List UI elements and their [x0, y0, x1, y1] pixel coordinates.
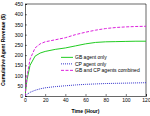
x-tick-label: 100	[122, 97, 131, 103]
frame	[146, 4, 147, 96]
x-tick-label: 60	[83, 97, 89, 103]
y-tick: 0	[20, 93, 27, 99]
y-tick-mark	[25, 14, 27, 15]
series-line	[25, 26, 146, 96]
y-tick: 250	[15, 42, 27, 48]
y-tick-mark	[25, 35, 27, 36]
y-tick-mark	[25, 55, 27, 56]
y-tick-label: 50	[17, 83, 23, 89]
x-tick-label: 80	[103, 97, 109, 103]
lines	[25, 26, 146, 96]
x-tick: 80	[103, 94, 109, 103]
legend-label: CP agent only	[75, 61, 107, 67]
legend-swatch	[61, 70, 73, 71]
y-tick-mark	[25, 65, 27, 66]
legend-item: GB and CP agents combined	[61, 67, 140, 73]
x-tick-label: 120	[142, 97, 150, 103]
legend: GB agent onlyCP agent onlyGB and CP agen…	[61, 54, 140, 73]
y-tick: 200	[15, 52, 27, 58]
y-tick-label: 350	[15, 22, 24, 28]
y-tick-label: 250	[15, 42, 24, 48]
y-tick: 300	[15, 32, 27, 38]
y-tick: 150	[15, 62, 27, 68]
y-tick-label: 400	[15, 11, 24, 17]
y-axis-title: Cumulative Agent Revenue ($)	[0, 14, 6, 86]
x-tick-label: 20	[43, 97, 49, 103]
x-tick: 60	[83, 94, 89, 103]
y-tick: 400	[15, 11, 27, 17]
y-tick: 350	[15, 22, 27, 28]
legend-label: GB and CP agents combined	[75, 67, 140, 73]
y-tick-label: 300	[15, 32, 24, 38]
chart: 0 20 40 60 80 100 120 0 50 100 150 200 250 300 350 400 4…	[0, 0, 150, 116]
x-tick: 100	[122, 94, 131, 103]
plot: 0 20 40 60 80 100 120 0 50 100 150 200 250 300 350 400 4…	[15, 1, 150, 102]
y-tick: 100	[15, 73, 27, 79]
y-tick-label: 100	[15, 73, 24, 79]
y-tick-mark	[25, 45, 27, 46]
y-tick-mark	[25, 24, 27, 25]
x-tick: 20	[43, 94, 49, 103]
x-tick-label: 40	[63, 97, 69, 103]
y-tick-label: 200	[15, 52, 24, 58]
y-tick-label: 0	[20, 93, 23, 99]
x-axis: 0 20 40 60 80 100 120	[24, 94, 150, 103]
y-tick-mark	[25, 96, 27, 97]
x-tick: 40	[63, 94, 69, 103]
x-axis-title: Time (Hour)	[72, 108, 100, 114]
y-tick-label: 450	[15, 1, 24, 7]
frame	[25, 4, 146, 5]
legend-item: CP agent only	[61, 61, 107, 67]
y-tick-label: 150	[15, 62, 24, 68]
x-tick-label: 0	[24, 97, 27, 103]
legend-label: GB agent only	[75, 54, 107, 60]
legend-item: GB agent only	[61, 54, 107, 60]
series-line	[25, 83, 146, 96]
y-axis: 0 50 100 150 200 250 300 350 400 450	[15, 1, 27, 99]
series-line	[25, 41, 146, 96]
legend-swatch	[61, 57, 73, 58]
legend-swatch	[61, 63, 73, 64]
